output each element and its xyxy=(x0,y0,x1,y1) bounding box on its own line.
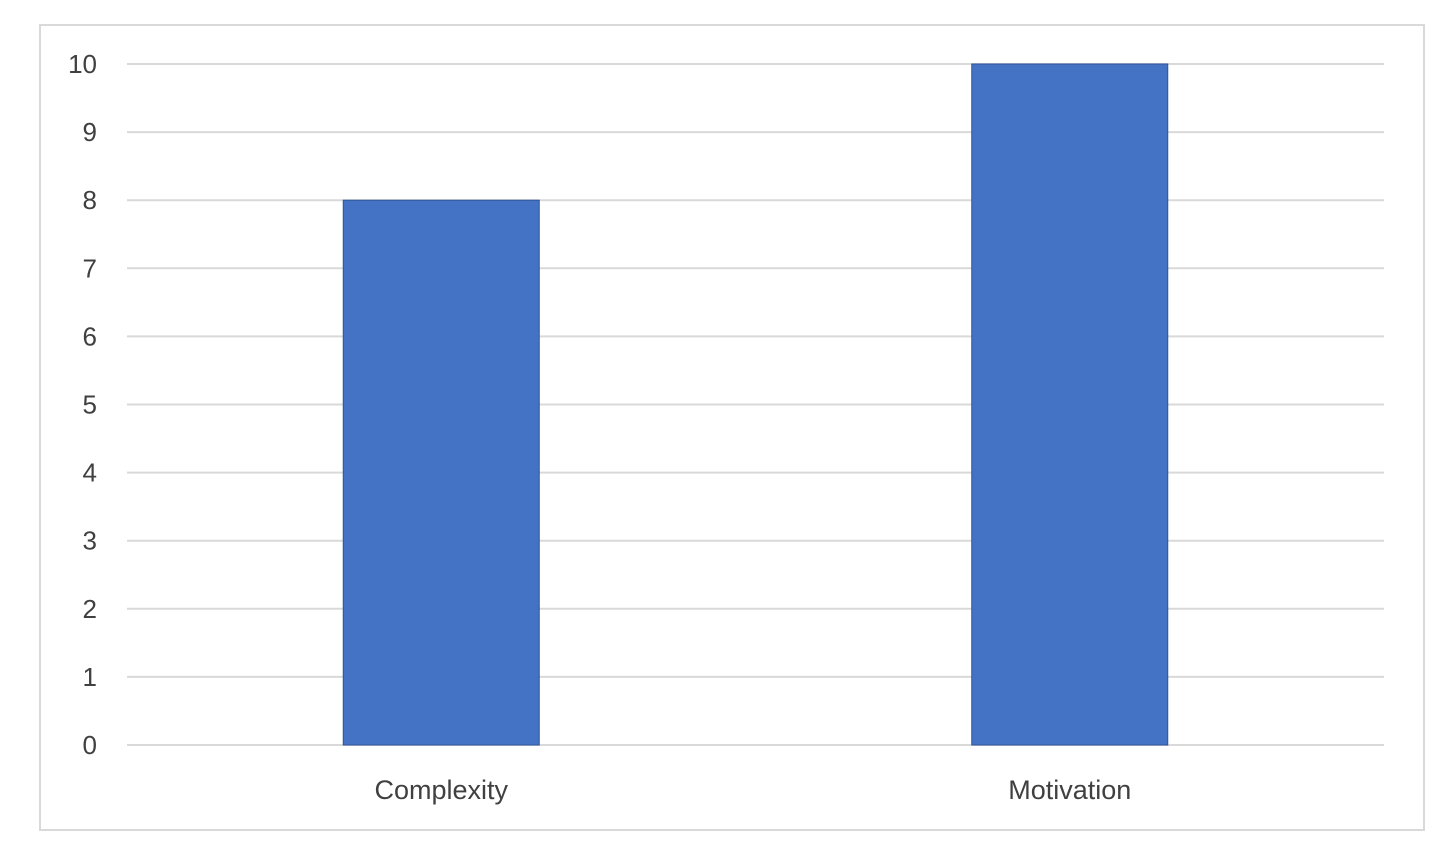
y-tick-label: 6 xyxy=(83,321,97,351)
y-tick-label: 3 xyxy=(83,526,97,556)
y-tick-label: 4 xyxy=(83,458,97,488)
y-tick-label: 5 xyxy=(83,390,97,420)
x-axis-category-labels: Complexity Motivation xyxy=(374,775,1131,805)
y-tick-label: 10 xyxy=(68,49,97,79)
x-category-label: Motivation xyxy=(1008,775,1131,805)
y-tick-label: 8 xyxy=(83,185,97,215)
y-tick-label: 2 xyxy=(83,594,97,624)
bar-motivation xyxy=(971,63,1169,746)
x-category-label: Complexity xyxy=(374,775,508,805)
y-tick-label: 1 xyxy=(83,662,97,692)
gridlines xyxy=(127,63,1384,746)
y-axis-tick-labels: 0 1 2 3 4 5 6 7 8 9 10 xyxy=(68,49,97,760)
y-tick-label: 7 xyxy=(83,253,97,283)
bar-complexity xyxy=(342,199,540,746)
y-tick-label: 0 xyxy=(83,730,97,760)
bars xyxy=(342,63,1169,746)
y-tick-label: 9 xyxy=(83,117,97,147)
chart-frame xyxy=(39,24,1425,831)
